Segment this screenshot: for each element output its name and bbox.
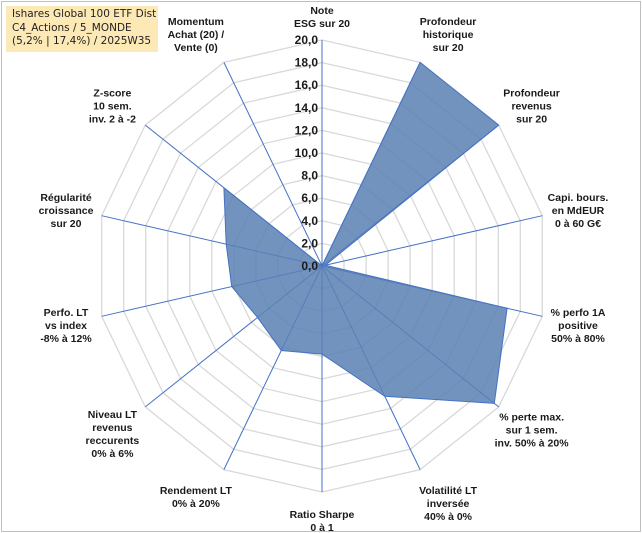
axis-label-line: Volatilité LT bbox=[419, 485, 478, 497]
tick-label: 8,0 bbox=[301, 169, 318, 183]
tick-label: 18,0 bbox=[295, 56, 319, 70]
axis-label-line: Note bbox=[310, 5, 333, 17]
axis-label: % perte max. sur 1 sem. inv. 50% à 20% bbox=[495, 411, 570, 449]
axis-label-line: 0 à 1 bbox=[310, 522, 334, 533]
axis-label-line: historique bbox=[423, 29, 474, 41]
axis-label-line: positive bbox=[558, 320, 598, 332]
axis-label: % perfo 1A positive 50% à 80% bbox=[551, 307, 606, 345]
axis-label-line: Profondeur bbox=[503, 88, 560, 100]
axis-label-line: % perte max. bbox=[499, 411, 564, 423]
axis-label-line: sur 20 bbox=[433, 42, 464, 54]
axis-label-line: Achat (20) / bbox=[168, 29, 225, 41]
series bbox=[223, 61, 508, 404]
axis-label-line: 0% à 20% bbox=[172, 498, 221, 510]
tick-label: 20,0 bbox=[295, 33, 319, 47]
fund-stats: (5,2% | 17,4%) / 2025W35 bbox=[12, 35, 152, 47]
axis-label-line: 50% à 80% bbox=[551, 333, 605, 345]
axis-label-line: 0% à 6% bbox=[91, 448, 134, 460]
axis-label-line: revenus bbox=[511, 101, 551, 113]
axis-label: Profondeur historique sur 20 bbox=[420, 16, 477, 54]
tick-label: 6,0 bbox=[301, 191, 318, 205]
axis-label-line: % perfo 1A bbox=[551, 307, 606, 319]
axis-label-line: sur 1 sem. bbox=[506, 424, 558, 436]
tick-label: 16,0 bbox=[295, 78, 319, 92]
axis-label: Profondeur revenus sur 20 bbox=[503, 88, 560, 126]
axis-label-line: Rendement LT bbox=[160, 485, 233, 497]
axis-label-line: Régularité bbox=[40, 192, 92, 204]
axis-label: Z-score 10 sem. inv. 2 à -2 bbox=[89, 88, 136, 126]
chart-info-box: Ishares Global 100 ETF Dist C4_Actions /… bbox=[6, 6, 158, 52]
axis-label: Perfo. LT vs index -8% à 12% bbox=[40, 307, 92, 345]
tick-labels: 0,0 2,0 4,0 6,0 8,0 10,0 12,0 14,0 16,0 18,0 20,0 bbox=[295, 33, 319, 273]
axis-label-line: 40% à 0% bbox=[424, 511, 473, 523]
axis-label-line: en MdEUR bbox=[552, 205, 605, 217]
axis-label-line: Ratio Sharpe bbox=[290, 509, 355, 521]
axis-label-line: Niveau LT bbox=[88, 409, 138, 421]
fund-name: Ishares Global 100 ETF Dist bbox=[12, 8, 157, 20]
axis-label-line: Z-score bbox=[93, 88, 131, 100]
axis-labels: Note ESG sur 20 Profondeur historique sur 20… bbox=[39, 5, 609, 533]
axis-label-line: 0 à 60 G€ bbox=[555, 218, 601, 230]
axis-label-line: -8% à 12% bbox=[40, 333, 92, 345]
tick-label: 14,0 bbox=[295, 101, 319, 115]
axis-label: Régularité croissance sur 20 bbox=[39, 192, 94, 230]
tick-label: 12,0 bbox=[295, 123, 319, 137]
axis-label-line: 10 sem. bbox=[93, 101, 132, 113]
axis-label-line: vs index bbox=[45, 320, 87, 332]
axis-label: Capi. bours. en MdEUR 0 à 60 G€ bbox=[548, 192, 609, 230]
axis-label: Niveau LT revenus reccurents 0% à 6% bbox=[86, 409, 140, 460]
axis-label-line: Momentum bbox=[168, 16, 224, 28]
axis-label-line: Perfo. LT bbox=[44, 307, 89, 319]
axis-label: Momentum Achat (20) / Vente (0) bbox=[168, 16, 225, 54]
axis-label: Rendement LT 0% à 20% bbox=[160, 485, 233, 510]
tick-label: 2,0 bbox=[301, 236, 318, 250]
tick-label: 4,0 bbox=[301, 214, 318, 228]
axis-label-line: inv. 2 à -2 bbox=[89, 114, 136, 126]
axis-spoke bbox=[321, 215, 543, 267]
axis-label-line: Vente (0) bbox=[174, 42, 218, 54]
axis-label-line: revenus bbox=[92, 422, 132, 434]
axis-label: Volatilité LT inversée 40% à 0% bbox=[419, 485, 478, 523]
axis-label-line: sur 20 bbox=[51, 218, 82, 230]
axis-label-line: croissance bbox=[39, 205, 94, 217]
axis-label-line: sur 20 bbox=[516, 114, 547, 126]
axis-label-line: inv. 50% à 20% bbox=[495, 437, 570, 449]
axis-label: Ratio Sharpe 0 à 1 bbox=[290, 509, 355, 533]
tick-label: 0,0 bbox=[301, 259, 318, 273]
axis-spoke bbox=[223, 62, 323, 267]
tick-label: 10,0 bbox=[295, 146, 319, 160]
axis-label-line: reccurents bbox=[86, 435, 140, 447]
fund-category: C4_Actions / 5_MONDE bbox=[12, 21, 132, 34]
axis-label-line: ESG sur 20 bbox=[294, 18, 350, 30]
axis-label-line: Profondeur bbox=[420, 16, 477, 28]
series-area bbox=[223, 61, 508, 404]
axis-label-line: inversée bbox=[427, 498, 470, 510]
axis-label-line: Capi. bours. bbox=[548, 192, 609, 204]
axis-label: Note ESG sur 20 bbox=[294, 5, 350, 30]
